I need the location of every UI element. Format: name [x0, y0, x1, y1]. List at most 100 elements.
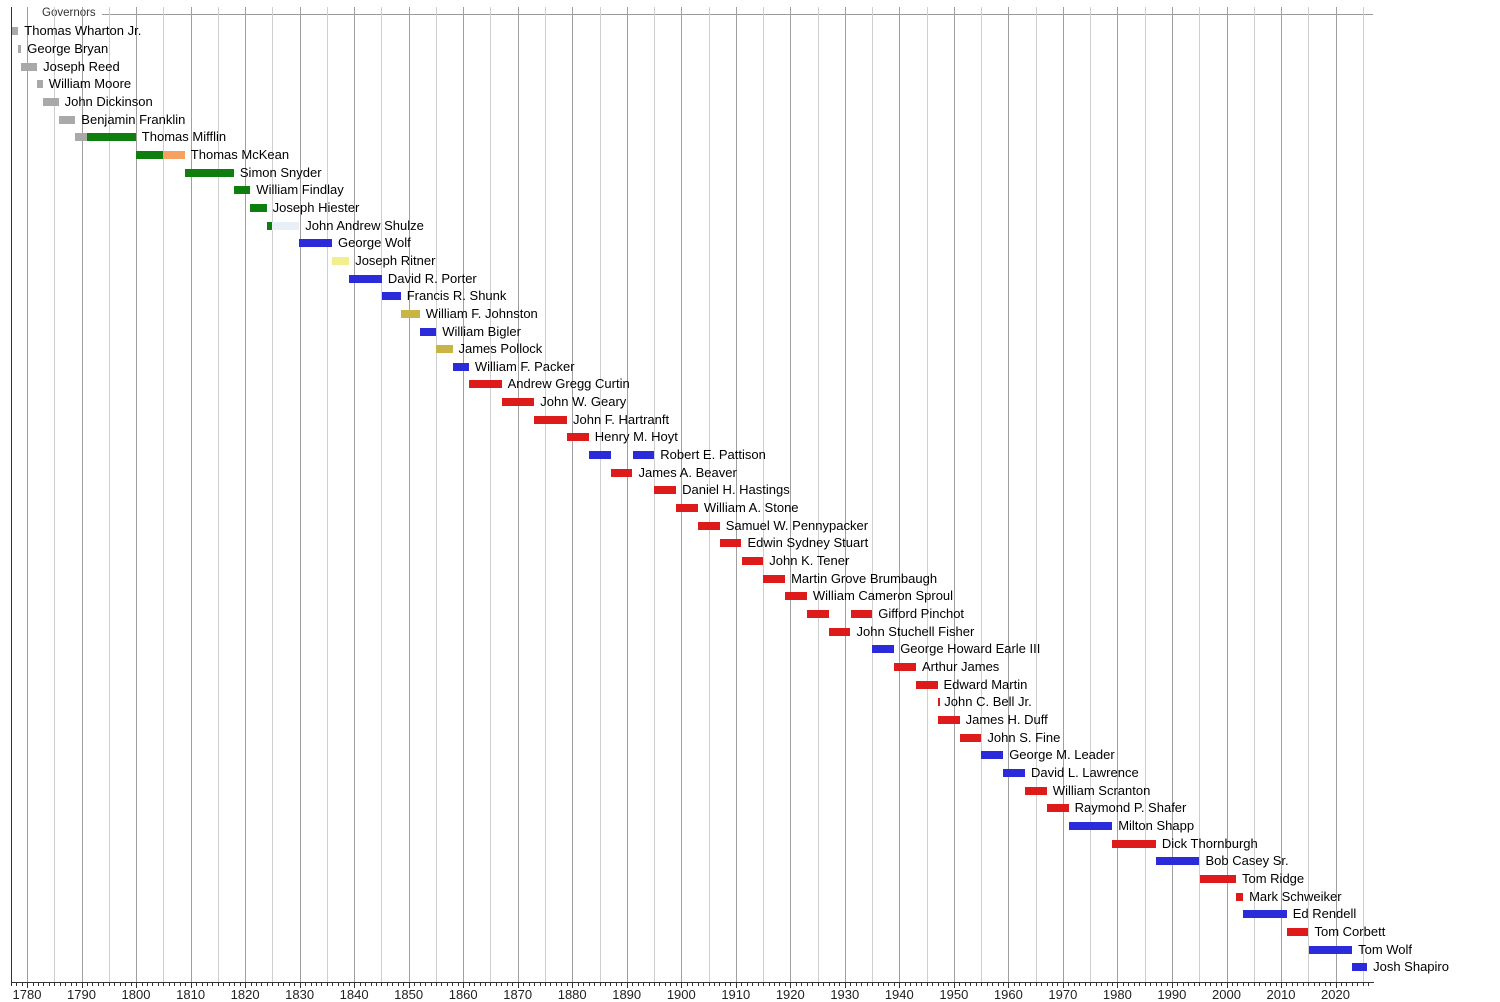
term-bar	[1286, 927, 1309, 936]
x-axis-tick	[1095, 983, 1097, 986]
x-axis-tick	[130, 983, 132, 986]
gridline-2015	[1308, 7, 1310, 982]
term-bar	[1199, 874, 1236, 883]
governor-name: George M. Leader	[1009, 747, 1115, 763]
governor-name: Joseph Hiester	[272, 199, 360, 215]
x-axis-year-label: 1820	[230, 987, 260, 1002]
x-axis-tick	[1161, 983, 1162, 986]
x-axis-year-label: 1990	[1157, 987, 1187, 1002]
x-axis-tick	[261, 983, 263, 986]
gridline-1940	[899, 7, 901, 982]
x-axis-tick	[59, 983, 61, 986]
term-bar	[135, 150, 164, 159]
x-axis-tick	[1199, 983, 1201, 986]
x-axis-tick	[430, 983, 432, 986]
x-axis-tick	[446, 983, 448, 986]
x-axis-tick	[1253, 983, 1255, 986]
x-axis-tick	[986, 983, 988, 986]
x-axis-tick	[681, 983, 683, 988]
governor-name: John K. Tener	[769, 553, 850, 568]
x-axis-tick	[643, 983, 645, 986]
x-axis-tick	[1193, 983, 1195, 986]
x-axis-tick	[119, 983, 121, 986]
x-axis-tick	[883, 983, 884, 986]
x-axis-tick	[359, 983, 361, 986]
x-axis-tick	[16, 983, 18, 986]
x-axis-tick	[1341, 983, 1342, 986]
x-axis-tick	[1188, 983, 1190, 986]
x-axis-tick	[806, 983, 808, 986]
x-axis-tick	[1308, 983, 1310, 986]
x-axis-tick	[332, 983, 334, 986]
x-axis-tick	[474, 983, 476, 986]
x-axis-tick	[414, 983, 416, 986]
x-axis-tick	[1319, 983, 1321, 986]
x-axis-tick	[337, 983, 339, 986]
x-axis-tick	[910, 983, 912, 986]
x-axis-tick	[970, 983, 972, 986]
x-axis-tick	[1302, 983, 1304, 986]
x-axis-tick	[730, 983, 732, 986]
x-axis-tick	[823, 983, 824, 986]
x-axis-tick	[893, 983, 895, 986]
term-bar	[58, 115, 76, 124]
gridline-1990	[1171, 7, 1173, 982]
x-axis-tick	[485, 983, 486, 986]
x-axis-tick	[403, 983, 405, 986]
term-bar	[785, 592, 807, 601]
x-axis-tick	[588, 983, 590, 986]
x-axis-tick	[746, 983, 748, 986]
governor-name: Edwin Sydney Stuart	[747, 535, 869, 551]
x-axis-tick	[632, 983, 634, 986]
x-axis-tick	[108, 983, 110, 986]
x-axis-tick	[468, 983, 470, 986]
term-bar	[894, 663, 916, 671]
x-axis-tick	[692, 983, 694, 986]
gridline-1895	[654, 7, 655, 982]
x-axis-tick	[670, 983, 672, 986]
gridline-1820	[245, 7, 247, 982]
x-axis-tick	[146, 983, 148, 986]
x-axis-tick	[305, 983, 307, 986]
x-axis-tick	[239, 983, 241, 986]
x-axis-tick	[316, 983, 317, 986]
x-axis-tick	[817, 983, 819, 986]
gridline-1925	[817, 7, 819, 982]
x-axis-tick	[375, 983, 377, 986]
x-axis-tick	[501, 983, 503, 986]
x-axis-tick	[1117, 983, 1119, 988]
x-axis-tick	[10, 983, 12, 986]
x-axis-tick	[752, 983, 754, 986]
x-axis-tick	[288, 983, 290, 986]
gridline-1935	[872, 7, 874, 982]
x-axis-tick	[1275, 983, 1277, 986]
gridline-1850	[408, 7, 410, 982]
governor-name: Raymond P. Shafer	[1074, 800, 1187, 816]
x-axis-tick	[1052, 983, 1053, 986]
governor-name: Benjamin Franklin	[81, 111, 186, 127]
governor-name: David L. Lawrence	[1031, 764, 1139, 780]
governor-name: Henry M. Hoyt	[594, 429, 678, 445]
term-bar	[233, 186, 251, 195]
term-bar	[1308, 945, 1353, 954]
x-axis-tick	[708, 983, 710, 986]
x-axis-year-label: 1900	[666, 987, 696, 1002]
governor-name: Joseph Ritner	[355, 252, 436, 268]
x-axis-tick	[561, 983, 563, 986]
x-axis-tick	[703, 983, 705, 986]
x-axis-tick	[594, 983, 595, 986]
x-axis-tick	[1346, 983, 1348, 986]
x-axis-tick	[812, 983, 814, 986]
gridline-1790	[81, 7, 83, 982]
x-axis-tick	[1210, 983, 1212, 986]
gridline-1865	[490, 7, 492, 982]
x-axis-tick	[610, 983, 612, 986]
governor-name: Tom Ridge	[1242, 870, 1305, 886]
term-bar	[75, 133, 87, 142]
gridline-1780	[27, 7, 28, 982]
governor-name: George Wolf	[338, 235, 411, 251]
x-axis-tick	[915, 983, 917, 986]
x-axis-tick	[65, 983, 67, 986]
x-axis-tick	[604, 983, 606, 986]
governor-name: Thomas Wharton Jr.	[24, 23, 142, 39]
